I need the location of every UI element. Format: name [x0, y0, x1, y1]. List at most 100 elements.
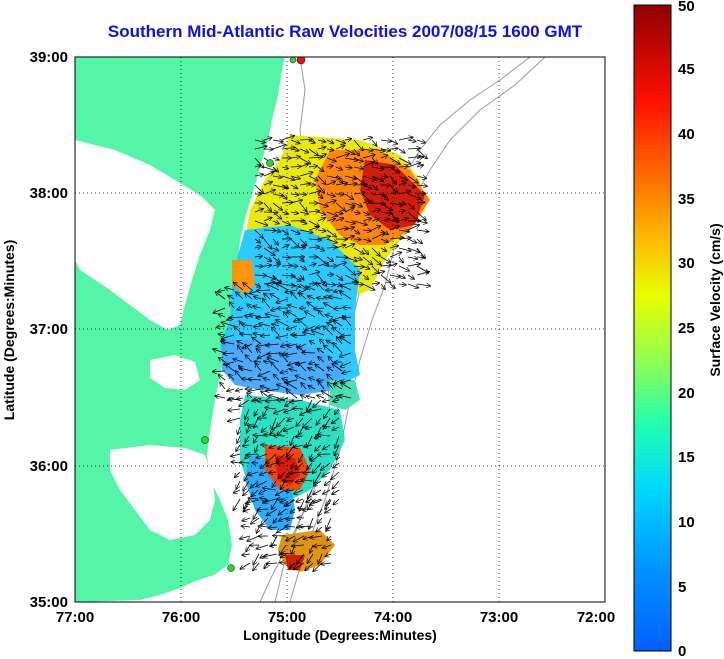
velocity-arrow [233, 498, 241, 510]
velocity-arrow [244, 509, 251, 511]
velocity-arrow [297, 553, 305, 564]
velocity-arrow [234, 490, 241, 493]
velocity-arrow [251, 480, 259, 488]
velocity-arrow [340, 292, 352, 300]
velocity-arrow [308, 166, 317, 167]
velocity-arrow [380, 202, 392, 211]
velocity-arrow [249, 472, 259, 475]
velocity-arrow [243, 489, 250, 495]
velocity-arrow [281, 148, 295, 150]
velocity-arrow [249, 498, 259, 499]
velocity-arrow [371, 226, 381, 231]
velocity-arrow [353, 230, 359, 234]
velocity-arrow [416, 272, 429, 276]
velocity-arrow [285, 353, 298, 355]
velocity-arrow [258, 370, 271, 376]
velocity-arrow [266, 344, 280, 346]
velocity-arrow [407, 193, 421, 199]
velocity-arrow [290, 139, 300, 143]
velocity-arrow [291, 292, 298, 300]
velocity-arrow [308, 227, 319, 230]
velocity-arrow [281, 202, 293, 203]
velocity-arrow [299, 194, 306, 195]
velocity-arrow [280, 500, 287, 503]
colorbar-tick-label: 20 [678, 385, 695, 402]
velocity-arrow [290, 509, 296, 513]
velocity-arrow [303, 509, 314, 510]
velocity-arrow [311, 330, 325, 336]
velocity-arrow [302, 352, 316, 353]
colorbar-tick-label: 50 [678, 0, 695, 15]
velocity-arrow [301, 480, 313, 481]
velocity-arrow [353, 220, 367, 225]
velocity-arrow [288, 305, 298, 308]
velocity-arrow [290, 400, 304, 402]
velocity-arrow [325, 509, 332, 513]
velocity-arrow [407, 185, 416, 187]
velocity-arrow [362, 266, 370, 269]
velocity-arrow [344, 148, 355, 154]
y-axis-ticks: 39:00 38:00 37:00 36:00 35:00 [30, 49, 68, 611]
y-tick-label: 36:00 [30, 458, 68, 475]
chesapeake-bay [75, 140, 215, 330]
velocity-arrow [371, 157, 378, 164]
velocity-arrow [231, 462, 241, 463]
velocity-arrow [416, 211, 426, 220]
velocity-arrow [229, 374, 235, 381]
velocity-arrow [398, 238, 411, 239]
velocity-arrow [254, 165, 261, 167]
velocity-arrow [362, 162, 374, 168]
velocity-arrow [290, 274, 301, 281]
velocity-arrow [371, 167, 384, 169]
velocity-arrow [240, 536, 251, 539]
velocity-arrow [272, 158, 279, 160]
velocity-arrow [272, 238, 278, 245]
velocity-arrow [317, 184, 324, 193]
velocity-arrow [317, 154, 326, 159]
colorbar-tick-label: 5 [678, 579, 686, 596]
velocity-arrow [266, 563, 278, 564]
velocity-arrow [272, 221, 279, 224]
velocity-arrow [253, 306, 262, 308]
velocity-arrow [305, 325, 316, 330]
velocity-arrow [254, 220, 268, 226]
velocity-arrow [380, 155, 388, 158]
velocity-arrow [371, 219, 379, 221]
velocity-arrow [278, 444, 286, 449]
velocity-arrow [254, 246, 261, 248]
velocity-arrow [308, 239, 321, 240]
velocity-arrow [263, 212, 278, 213]
velocity-arrow [342, 371, 352, 373]
velocity-arrow [317, 175, 326, 184]
velocity-arrow [389, 148, 398, 149]
velocity-arrow [263, 488, 277, 490]
velocity-arrow [321, 563, 332, 564]
velocity-arrow [247, 535, 260, 541]
velocity-arrow [263, 265, 271, 266]
velocity-arrow [389, 246, 398, 248]
velocity-arrow [416, 185, 427, 186]
velocity-arrow [254, 408, 259, 416]
velocity-arrow [273, 517, 277, 523]
velocity-arrow [362, 274, 369, 279]
velocity-arrow [299, 183, 310, 185]
velocity-arrow [326, 194, 335, 196]
velocity-arrow [314, 308, 325, 309]
velocity-arrow [407, 202, 414, 209]
velocity-arrow [239, 368, 253, 372]
velocity-arrow [371, 233, 385, 240]
velocity-arrow [306, 499, 313, 502]
velocity-arrow [322, 545, 332, 548]
velocity-arrow [299, 453, 304, 462]
velocity-arrow [353, 167, 363, 169]
velocity-arrow [272, 140, 283, 142]
velocity-arrow [398, 218, 408, 221]
velocity-arrow [326, 498, 330, 505]
velocity-arrow [371, 175, 383, 181]
velocity-arrow [276, 489, 286, 495]
velocity-arrow [398, 211, 405, 212]
radar-station-marker [266, 159, 274, 167]
velocity-arrow [290, 283, 301, 287]
velocity-arrow [371, 184, 378, 190]
